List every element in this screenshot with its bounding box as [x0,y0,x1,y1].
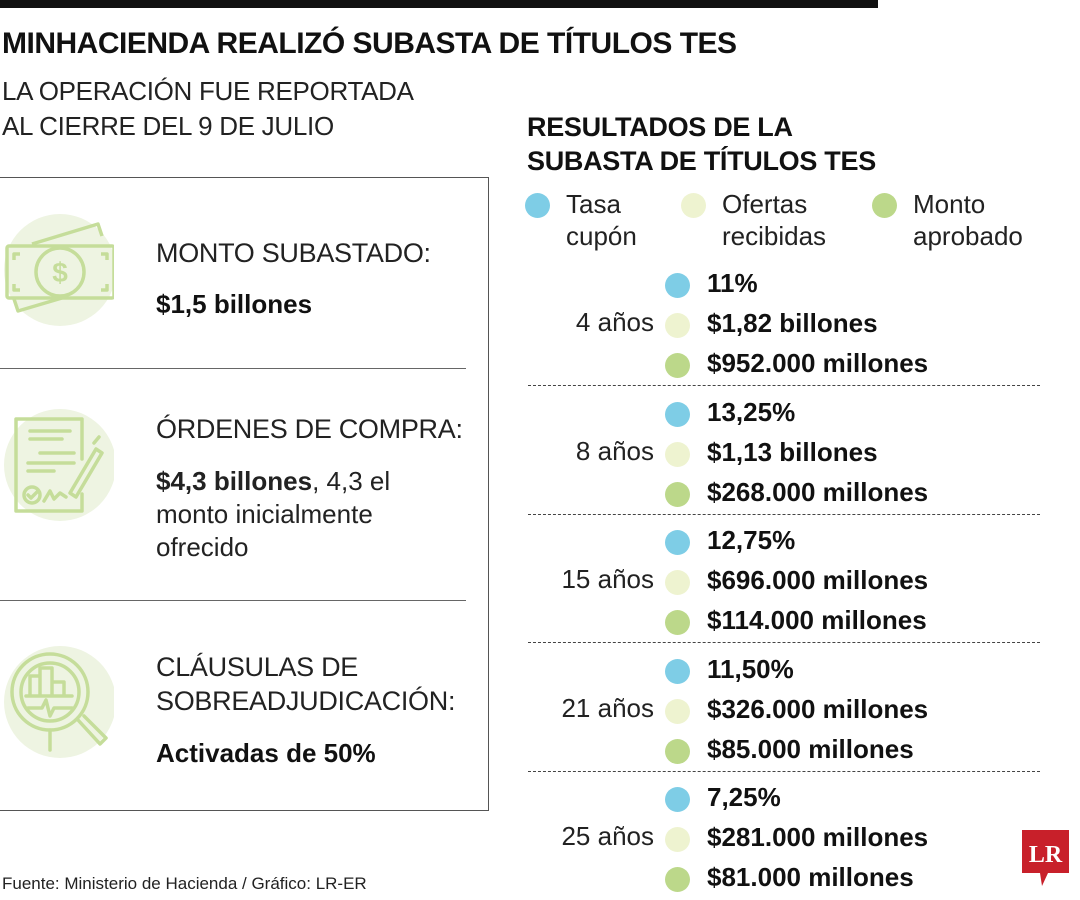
value-rate: 12,75% [707,525,796,555]
value-rate: 13,25% [707,396,796,427]
legend-dot-monto [872,193,897,218]
page-title: MINHACIENDA REALIZÓ SUBASTA DE TÍTULOS T… [2,27,737,60]
dashed-divider [528,513,1040,515]
subtitle-line2: AL CIERRE DEL 9 DE JULIO [2,111,334,141]
legend-monto-line1: Monto [913,189,986,219]
legend-tasa: Tasa cupón [566,188,637,252]
summary-value-clausulas: Activadas de 50% [156,738,376,768]
value-approved: $85.000 millones [707,733,914,764]
dot-rate [665,401,690,427]
term-label: 8 años [575,435,654,466]
summary-heading-clausulas: CLÁUSULAS DE SOBREADJUDICACIÓN: [156,650,455,718]
legend-tasa-line2: cupón [566,221,637,251]
money-bill-icon: $ [4,214,114,326]
source-footer: Fuente: Ministerio de Hacienda / Gráfico… [2,874,367,893]
top-bar [0,0,878,8]
dot-offers [665,827,690,852]
lr-logo: LR [1022,830,1069,886]
subtitle-line1: LA OPERACIÓN FUE REPORTADA [2,76,414,106]
term-label: 4 años [575,307,654,337]
value-offers: $696.000 millones [707,565,929,595]
ordenes-amount: $4,3 billones [156,466,313,496]
dot-rate [665,530,690,555]
summary-heading-monto: MONTO SUBASTADO: [156,238,431,268]
value-approved: $952.000 millones [707,348,929,378]
term-label: 21 años [561,692,654,723]
value-approved: $268.000 millones [707,476,929,507]
term-label: 15 años [561,564,654,594]
dot-approved [665,610,690,635]
dot-approved [665,738,690,764]
summary-heading-ordenes: ÓRDENES DE COMPRA: [156,414,463,444]
value-rate: 11% [707,268,758,298]
dot-rate [665,787,690,812]
clausulas-heading-line2: SOBREADJUDICACIÓN: [156,686,456,716]
dot-rate [665,273,690,298]
dot-offers [665,313,690,338]
dot-approved [665,353,690,378]
value-offers: $1,13 billones [707,436,878,467]
dashed-divider [528,642,1040,643]
clausulas-heading-line1: CLÁUSULAS DE [156,652,358,682]
legend-monto: Monto aprobado [913,188,1023,252]
results-title: RESULTADOS DE LA SUBASTA DE TÍTULOS TES [527,110,876,178]
results-title-line2: SUBASTA DE TÍTULOS TES [527,146,876,176]
dashed-divider [528,770,1040,772]
value-offers: $326.000 millones [707,693,929,724]
legend-tasa-line1: Tasa [566,189,621,219]
results-title-line1: RESULTADOS DE LA [527,112,793,142]
dot-approved [665,867,690,892]
value-rate: 11,50% [707,653,794,684]
dot-offers [665,570,690,595]
ordenes-note: , 4,3 el monto inicialmente ofrecido [156,466,391,562]
value-offers: $1,82 billones [707,308,878,338]
divider [0,600,466,601]
divider [0,368,466,369]
svg-text:$: $ [52,257,68,288]
svg-text:LR: LR [1029,842,1063,868]
dashed-divider [528,385,1040,386]
legend-dot-ofertas [681,193,706,218]
legend-monto-line2: aprobado [913,221,1023,251]
legend-ofertas: Ofertas recibidas [722,188,826,252]
dot-approved [665,481,690,507]
summary-box [0,177,489,811]
signed-document-icon [4,409,114,521]
summary-value-ordenes: $4,3 billones, 4,3 el monto inicialmente… [156,465,456,564]
magnifier-chart-icon [4,646,114,758]
legend-ofertas-line1: Ofertas [722,189,808,219]
summary-value-monto: $1,5 billones [156,289,313,319]
value-offers: $281.000 millones [707,822,929,852]
legend-dot-tasa [525,193,550,218]
value-rate: 7,25% [707,782,781,812]
legend-ofertas-line2: recibidas [722,221,827,251]
value-approved: $114.000 millones [707,605,927,635]
dot-rate [665,658,690,684]
dot-offers [665,698,690,724]
term-label: 25 años [561,821,654,851]
dot-offers [665,441,690,467]
value-approved: $81.000 millones [707,862,914,892]
